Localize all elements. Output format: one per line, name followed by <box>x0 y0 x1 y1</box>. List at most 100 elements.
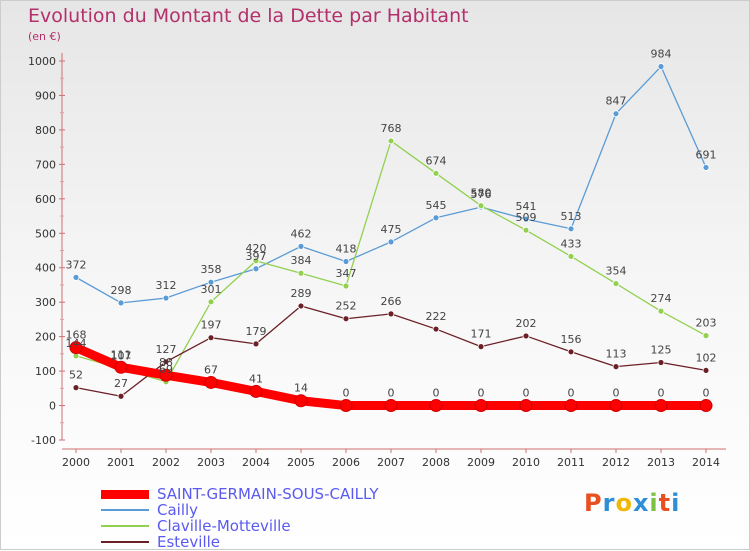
data-point <box>252 257 260 265</box>
data-label: 984 <box>651 48 672 61</box>
data-label: 127 <box>156 343 177 356</box>
data-point <box>249 384 263 398</box>
legend-item-cailly: Cailly <box>101 502 379 518</box>
data-label: 171 <box>471 328 492 341</box>
data-point <box>339 399 353 413</box>
data-point <box>432 214 440 222</box>
data-label: 0 <box>658 387 665 400</box>
data-label: 102 <box>696 351 717 364</box>
data-label: 0 <box>433 387 440 400</box>
data-point <box>117 392 125 400</box>
data-label: 144 <box>66 337 87 350</box>
data-label: 475 <box>381 223 402 236</box>
data-label: 289 <box>291 287 312 300</box>
data-label: 576 <box>471 188 492 201</box>
data-label: 88 <box>159 356 173 369</box>
data-point <box>252 340 260 348</box>
data-label: 397 <box>246 250 267 263</box>
data-label: 312 <box>156 279 177 292</box>
data-point <box>519 399 533 413</box>
data-point <box>567 252 575 260</box>
data-point <box>69 341 83 355</box>
x-tick-label: 2009 <box>467 456 495 469</box>
data-label: 222 <box>426 310 447 323</box>
data-point <box>429 399 443 413</box>
x-tick-label: 2002 <box>152 456 180 469</box>
data-label: 347 <box>336 267 357 280</box>
x-tick-label: 2011 <box>557 456 585 469</box>
data-point <box>342 315 350 323</box>
data-point <box>204 375 218 389</box>
data-point <box>72 384 80 392</box>
data-label: 354 <box>606 265 627 278</box>
data-point <box>522 332 530 340</box>
data-point <box>207 334 215 342</box>
data-point <box>657 63 665 70</box>
data-point <box>117 299 125 307</box>
data-label: 0 <box>568 387 575 400</box>
data-label: 358 <box>201 263 222 276</box>
data-label: 433 <box>561 237 582 250</box>
y-tick-label: 400 <box>35 262 56 275</box>
data-label: 298 <box>111 284 132 297</box>
data-point <box>342 282 350 290</box>
data-label: 545 <box>426 199 447 212</box>
data-label: 168 <box>66 329 87 342</box>
data-point <box>474 399 488 413</box>
data-point <box>297 269 305 277</box>
data-label: 203 <box>696 317 717 330</box>
legend-swatch <box>101 489 149 499</box>
data-point <box>657 307 665 315</box>
data-point <box>162 294 170 302</box>
brand-letter: r <box>602 489 616 517</box>
data-point <box>384 399 398 413</box>
data-label: 266 <box>381 295 402 308</box>
data-label: 156 <box>561 333 582 346</box>
data-point <box>567 225 575 233</box>
data-label: 384 <box>291 254 312 267</box>
data-label: 125 <box>651 343 672 356</box>
data-point <box>567 348 575 356</box>
data-label: 111 <box>111 348 132 361</box>
chart-title: Evolution du Montant de la Dette par Hab… <box>28 5 469 27</box>
data-label: 301 <box>201 283 222 296</box>
y-tick-label: 800 <box>35 124 56 137</box>
x-tick-label: 2006 <box>332 456 360 469</box>
data-point <box>387 238 395 246</box>
y-tick-label: 100 <box>35 365 56 378</box>
legend-label: Claville-Motteville <box>157 517 291 535</box>
data-point <box>702 164 710 171</box>
data-label: 462 <box>291 227 312 240</box>
legend-label: Esteville <box>157 533 221 551</box>
x-tick-label: 2008 <box>422 456 450 469</box>
chart-subtitle: (en €) <box>28 30 61 43</box>
y-tick-label: 900 <box>35 89 56 102</box>
data-label: 691 <box>696 148 717 161</box>
data-point <box>294 394 308 408</box>
data-point <box>162 358 170 366</box>
legend-item-esteville: Esteville <box>101 534 379 550</box>
legend: SAINT-GERMAIN-SOUS-CAILLY Cailly Clavill… <box>101 486 379 550</box>
data-label: 847 <box>606 95 627 108</box>
data-label: 674 <box>426 154 447 167</box>
data-point <box>702 367 710 374</box>
data-label: 0 <box>613 387 620 400</box>
data-point <box>207 298 215 306</box>
legend-item-saint-germain: SAINT-GERMAIN-SOUS-CAILLY <box>101 486 379 502</box>
legend-swatch <box>101 541 149 543</box>
data-label: 0 <box>343 387 350 400</box>
data-label: 372 <box>66 258 87 271</box>
data-label: 27 <box>114 377 128 390</box>
data-label: 580 <box>471 187 492 200</box>
x-tick-label: 2003 <box>197 456 225 469</box>
data-label: 0 <box>523 387 530 400</box>
data-label: 69 <box>159 363 173 376</box>
data-label: 202 <box>516 317 537 330</box>
y-tick-label: 600 <box>35 193 56 206</box>
x-tick-label: 2010 <box>512 456 540 469</box>
data-point <box>207 278 215 286</box>
data-point <box>387 310 395 318</box>
legend-swatch <box>101 525 149 527</box>
data-point <box>432 169 440 177</box>
data-label: 418 <box>336 243 357 256</box>
